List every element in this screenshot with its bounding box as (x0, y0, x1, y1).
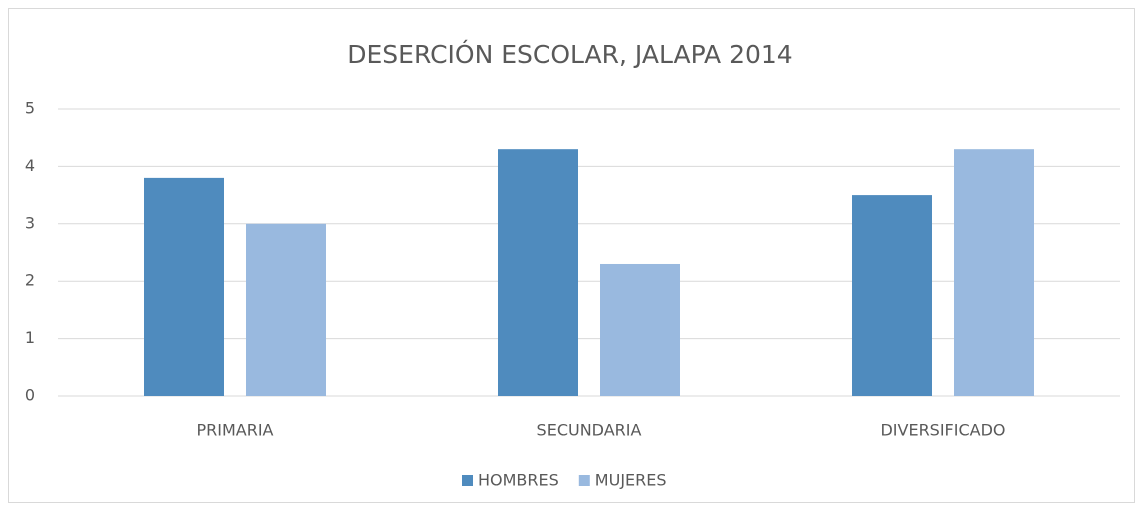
x-tick-label: PRIMARIA (196, 421, 273, 440)
y-tick-label: 0 (25, 386, 35, 405)
legend-swatch (578, 475, 590, 486)
bar (954, 149, 1034, 396)
bar (246, 223, 326, 396)
x-tick-label: DIVERSIFICADO (880, 421, 1005, 440)
legend-swatch (462, 475, 473, 486)
bar (144, 177, 224, 396)
x-tick-label: SECUNDARIA (537, 421, 642, 440)
y-tick-label: 5 (25, 99, 35, 118)
chart-title: DESERCIÓN ESCOLAR, JALAPA 2014 (347, 39, 792, 69)
y-tick-label: 4 (25, 156, 35, 175)
y-tick-label: 2 (25, 271, 35, 290)
bar (852, 195, 932, 396)
y-tick-label: 1 (25, 328, 35, 347)
y-tick-label: 3 (25, 213, 35, 232)
bar (498, 149, 578, 396)
legend-label: HOMBRES (478, 471, 559, 490)
legend-label: MUJERES (595, 471, 667, 490)
bar (600, 263, 680, 396)
